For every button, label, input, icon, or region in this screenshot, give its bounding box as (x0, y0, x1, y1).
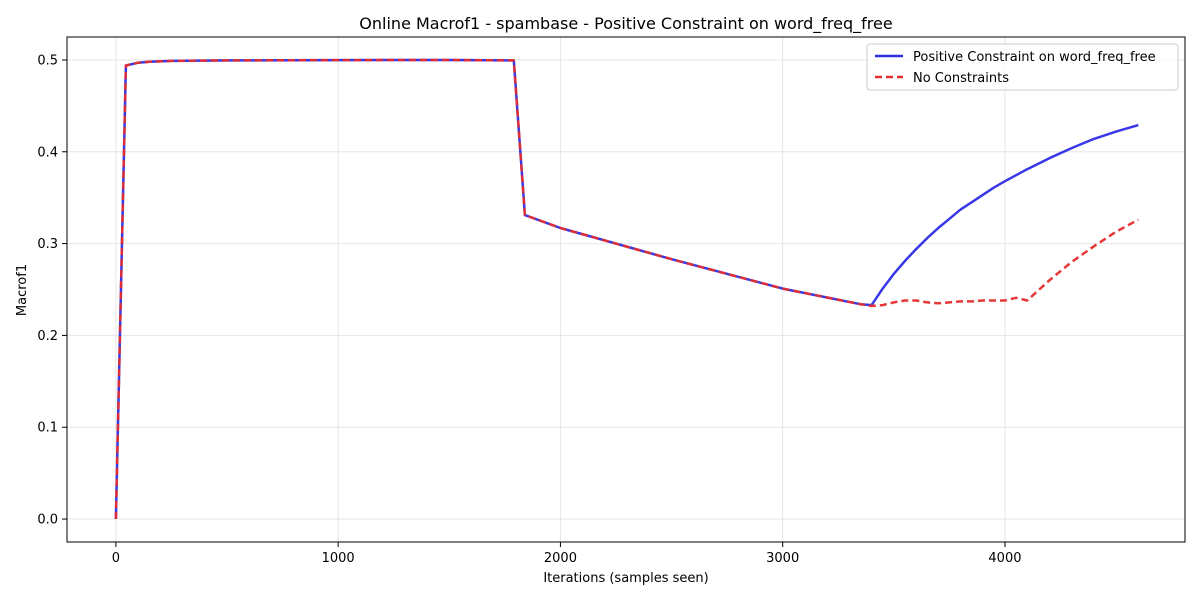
y-tick-label: 0.4 (37, 145, 58, 160)
x-tick-label: 2000 (544, 551, 577, 566)
y-axis-label: Macrof1 (15, 264, 30, 316)
y-tick-label: 0.3 (37, 237, 58, 252)
x-axis: 0 1000 2000 3000 4000 (112, 542, 1022, 566)
x-tick-label: 3000 (766, 551, 799, 566)
legend-label-no-constraints: No Constraints (913, 71, 1009, 86)
y-tick-label: 0.2 (37, 329, 58, 344)
series-line-no-constraints (114, 58, 1139, 520)
x-axis-label: Iterations (samples seen) (543, 571, 708, 586)
y-tick-label: 0.1 (37, 421, 58, 436)
series-line-positive-constraint (114, 58, 1139, 520)
legend: Positive Constraint on word_freq_free No… (866, 43, 1179, 91)
grid (67, 37, 1185, 542)
x-tick-label: 1000 (322, 551, 355, 566)
legend-label-positive-constraint: Positive Constraint on word_freq_free (913, 50, 1156, 65)
x-tick-label: 4000 (988, 551, 1021, 566)
plot-frame (66, 36, 1186, 543)
x-tick-label: 0 (112, 551, 120, 566)
series-layer (114, 58, 1139, 520)
y-tick-label: 0.5 (37, 53, 58, 68)
y-axis: 0.0 0.1 0.2 0.3 0.4 0.5 (37, 53, 67, 528)
chart-title: Online Macrof1 - spambase - Positive Con… (359, 14, 892, 34)
legend-frame (866, 43, 1179, 91)
y-tick-label: 0.0 (37, 513, 58, 528)
